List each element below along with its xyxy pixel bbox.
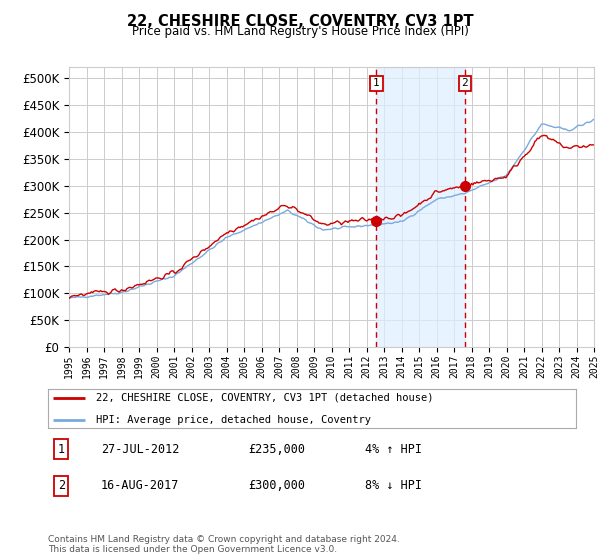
Text: Price paid vs. HM Land Registry's House Price Index (HPI): Price paid vs. HM Land Registry's House … bbox=[131, 25, 469, 38]
Text: 1: 1 bbox=[373, 78, 380, 88]
Text: 22, CHESHIRE CLOSE, COVENTRY, CV3 1PT: 22, CHESHIRE CLOSE, COVENTRY, CV3 1PT bbox=[127, 14, 473, 29]
Text: 16-AUG-2017: 16-AUG-2017 bbox=[101, 479, 179, 492]
Text: 2: 2 bbox=[461, 78, 468, 88]
Text: 4% ↑ HPI: 4% ↑ HPI bbox=[365, 443, 422, 456]
Bar bbox=[376, 67, 465, 347]
Text: £300,000: £300,000 bbox=[248, 479, 305, 492]
Text: HPI: Average price, detached house, Coventry: HPI: Average price, detached house, Cove… bbox=[95, 415, 371, 425]
Text: 27-JUL-2012: 27-JUL-2012 bbox=[101, 443, 179, 456]
Text: 8% ↓ HPI: 8% ↓ HPI bbox=[365, 479, 422, 492]
Text: £235,000: £235,000 bbox=[248, 443, 305, 456]
Text: Contains HM Land Registry data © Crown copyright and database right 2024.
This d: Contains HM Land Registry data © Crown c… bbox=[48, 535, 400, 554]
Text: 1: 1 bbox=[58, 443, 65, 456]
Text: 2: 2 bbox=[58, 479, 65, 492]
Text: 22, CHESHIRE CLOSE, COVENTRY, CV3 1PT (detached house): 22, CHESHIRE CLOSE, COVENTRY, CV3 1PT (d… bbox=[95, 393, 433, 403]
